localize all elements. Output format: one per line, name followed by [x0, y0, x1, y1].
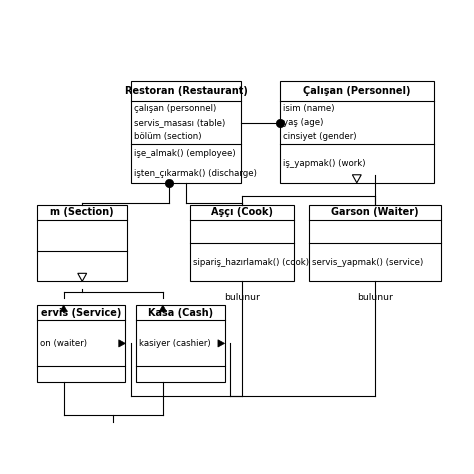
Text: yaş (age): yaş (age) [283, 118, 323, 127]
Polygon shape [60, 305, 67, 311]
Text: Aşçı (Cook): Aşçı (Cook) [211, 207, 273, 218]
Text: çalışan (personnel): çalışan (personnel) [134, 104, 216, 113]
Text: işe_almak() (employee): işe_almak() (employee) [134, 149, 236, 158]
Text: Çalışan (Personnel): Çalışan (Personnel) [303, 86, 410, 96]
Polygon shape [119, 340, 125, 347]
Text: bulunur: bulunur [224, 293, 260, 302]
Bar [37, 205, 127, 282]
Text: on (waiter): on (waiter) [40, 339, 87, 348]
Bar [137, 305, 225, 382]
Bar [280, 81, 434, 183]
Text: servis_masası (table): servis_masası (table) [134, 118, 225, 127]
Polygon shape [159, 305, 166, 311]
Text: servis_yapmak() (service): servis_yapmak() (service) [312, 258, 423, 267]
Polygon shape [218, 340, 225, 347]
Bar [37, 305, 125, 382]
Text: sipariş_hazırlamak() (cook): sipariş_hazırlamak() (cook) [192, 258, 309, 267]
Text: işten_çıkarmak() (discharge): işten_çıkarmak() (discharge) [134, 169, 257, 178]
Text: cinsiyet (gender): cinsiyet (gender) [283, 132, 356, 141]
Polygon shape [78, 273, 87, 282]
Text: ervis (Service): ervis (Service) [41, 308, 121, 318]
Text: m (Section): m (Section) [50, 207, 114, 218]
Text: Restoran (Restaurant): Restoran (Restaurant) [125, 86, 247, 96]
Text: kasiyer (cashier): kasiyer (cashier) [139, 339, 211, 348]
Text: Kasa (Cash): Kasa (Cash) [148, 308, 213, 318]
Bar [190, 205, 294, 282]
Text: bölüm (section): bölüm (section) [134, 132, 201, 141]
Bar [131, 81, 241, 183]
Text: Garson (Waiter): Garson (Waiter) [331, 207, 419, 218]
Bar [309, 205, 441, 282]
Text: isim (name): isim (name) [283, 104, 334, 113]
Polygon shape [352, 175, 361, 183]
Text: bulunur: bulunur [357, 293, 393, 302]
Text: iş_yapmak() (work): iş_yapmak() (work) [283, 159, 365, 168]
